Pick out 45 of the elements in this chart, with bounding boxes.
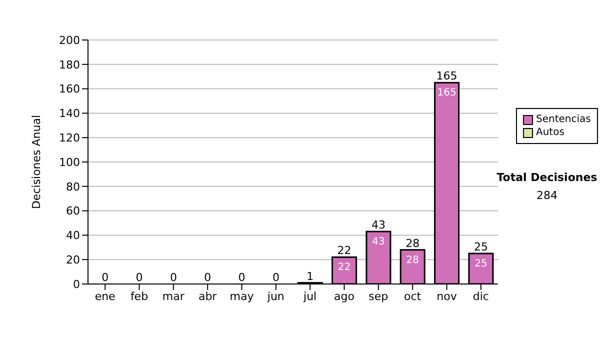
total-label: 28 [406,236,420,250]
total-label: 43 [371,218,386,232]
y-tick-label: 160 [59,82,80,96]
total-label: 0 [238,271,246,284]
data-label: 28 [406,254,419,266]
x-tick-label: dic [472,290,489,303]
x-tick-label: ene [94,290,116,303]
data-label: 22 [338,262,351,274]
total-label: 0 [272,271,280,284]
total-label: 0 [204,271,212,284]
data-label: 43 [372,236,385,248]
data-label: 165 [437,88,456,99]
y-tick-label: 80 [66,180,80,194]
legend-label: Sentencias [535,113,591,126]
data-label: 25 [474,258,488,270]
x-tick-label: ago [334,290,355,303]
y-tick-label: 60 [66,204,80,218]
text: 284 [536,189,558,202]
x-tick-label: oct [404,290,422,303]
y-tick-label: 120 [59,132,80,145]
y-tick-label: 100 [59,156,80,169]
x-tick-label: mar [162,290,185,303]
total-label: 22 [337,244,352,258]
y-tick-label: 180 [59,58,80,72]
x-tick-label: feb [130,290,148,303]
x-tick-label: abr [198,290,218,303]
x-tick-label: nov [436,290,458,303]
y-tick-label: 20 [66,254,80,267]
annotation: Total Decisiones [496,171,598,184]
y-tick-label: 0 [73,278,80,291]
total-label: 0 [170,271,177,284]
y-tick-label: 40 [66,229,80,242]
y-axis-title: Decisiones Anual [30,114,43,210]
total-label: 165 [436,70,458,83]
y-tick-label: 200 [59,34,80,47]
y-tick-label: 140 [59,107,80,120]
total-label: 0 [102,271,109,284]
total-label: 0 [136,271,143,284]
total-label: 1 [306,270,314,283]
x-tick-label: jul [302,290,317,303]
legend-label: Autos [535,126,566,139]
x-tick-label: sep [368,290,388,303]
x-tick-label: jun [266,290,284,303]
x-tick-label: may [230,290,254,303]
total-label: 25 [474,240,488,254]
